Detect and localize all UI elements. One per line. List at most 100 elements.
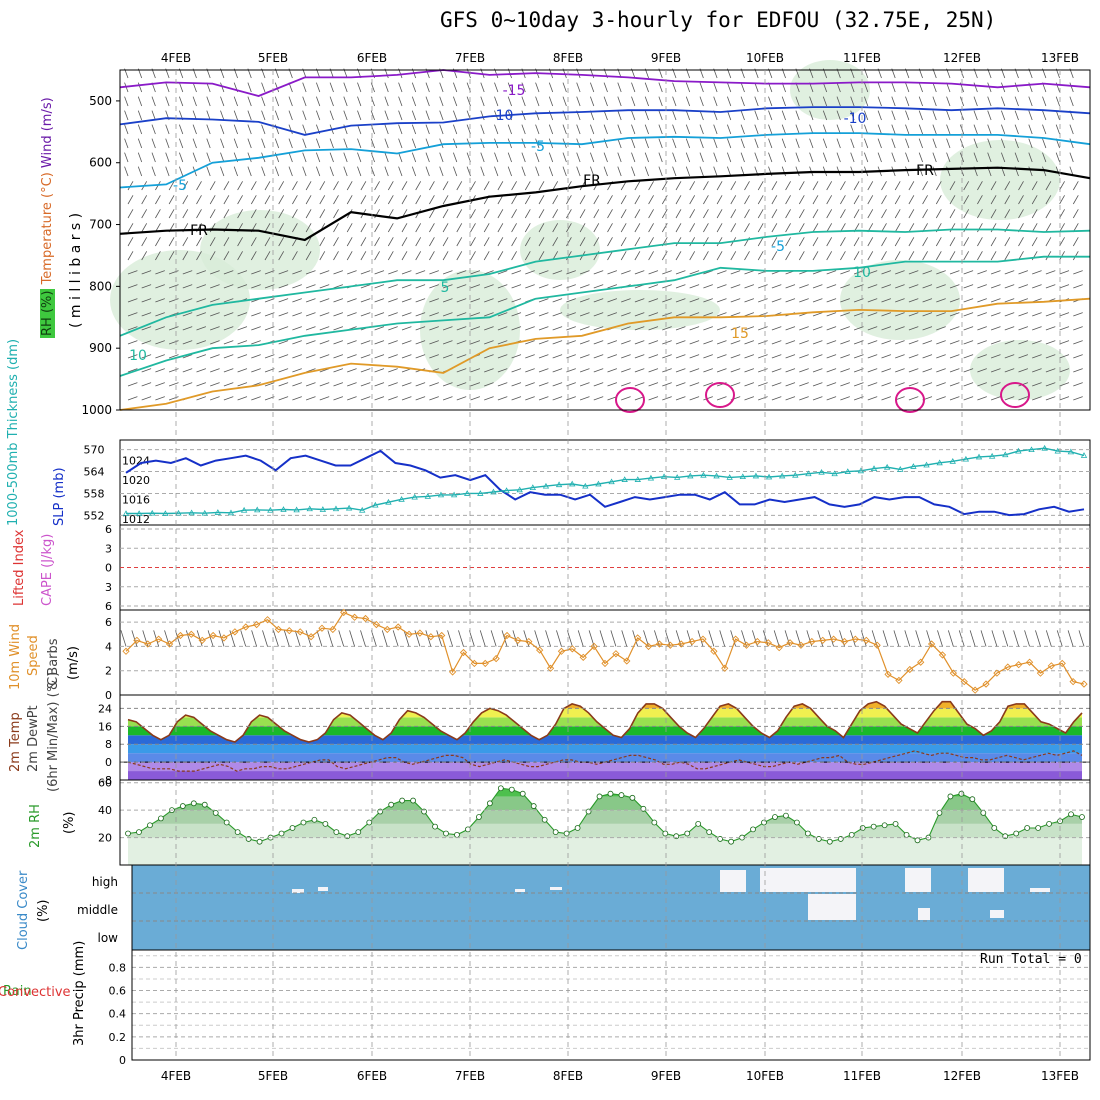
- wind-barb: [470, 223, 476, 233]
- wind-barb: [607, 382, 618, 387]
- wind-barb: [932, 124, 937, 135]
- wind-barb: [607, 251, 613, 261]
- wind-barb: [1045, 251, 1052, 261]
- wind-barb: [155, 251, 161, 261]
- wind-barb: [689, 340, 700, 345]
- wind-barb: [730, 223, 737, 233]
- precip-tick: 0.6: [109, 985, 127, 998]
- wind-barb: [511, 312, 522, 317]
- precip-tick: 0.8: [109, 961, 127, 974]
- wind-barb: [826, 223, 833, 233]
- wind-barb: [785, 209, 791, 219]
- wind-barb: [840, 270, 850, 275]
- wind-speed-point: [917, 658, 925, 666]
- wind-barb: [754, 96, 759, 107]
- wind-barb: [1059, 326, 1070, 331]
- wind-speed-point: [829, 635, 838, 643]
- wind-barb: [936, 354, 946, 359]
- wind-barb: [946, 110, 951, 121]
- wind-barb: [233, 96, 238, 107]
- wind-barb: [470, 326, 481, 331]
- wind-barb: [1004, 368, 1015, 373]
- wind-barb: [456, 181, 463, 191]
- wind-barb: [840, 251, 846, 261]
- wind-barb: [689, 396, 700, 401]
- wind-barb: [374, 195, 380, 205]
- wind-barb: [251, 630, 258, 647]
- wind-barb: [360, 340, 371, 345]
- wind-barb: [398, 166, 403, 177]
- wind-barb: [415, 237, 422, 247]
- wind-barb: [658, 152, 663, 163]
- wind-barb: [1059, 209, 1065, 219]
- wind-barb: [757, 223, 764, 233]
- wind-barb: [1018, 270, 1029, 275]
- wind-speed-point: [862, 636, 870, 644]
- rh-point: [333, 829, 340, 835]
- wind-barb: [716, 340, 727, 345]
- wind-speed-point: [906, 665, 914, 674]
- wind-barb: [963, 382, 974, 387]
- rh-shading: [970, 340, 1070, 400]
- millibars-label: ( m i l l i b a r s ): [68, 212, 84, 328]
- cloud-patch: [720, 870, 746, 892]
- rh-point: [410, 797, 417, 804]
- wind-barb: [864, 110, 869, 121]
- wind-barb: [538, 312, 549, 317]
- wind-barb: [895, 298, 905, 303]
- wind-barb: [261, 110, 266, 121]
- thickness-point: [700, 471, 707, 478]
- wind-barb: [809, 138, 814, 149]
- wind-barb: [274, 82, 280, 93]
- wind-barb: [607, 270, 618, 275]
- wind-barb: [168, 251, 175, 261]
- wind-barb: [713, 138, 718, 149]
- wind-barb: [932, 96, 937, 107]
- isotherm-20: [895, 387, 925, 413]
- wind-barb: [415, 298, 426, 303]
- wind-barb: [1045, 209, 1052, 219]
- contour-label: FR: [190, 223, 208, 239]
- wind-barb: [137, 124, 143, 135]
- wind-barb: [521, 152, 526, 163]
- slp-tick: 1012: [122, 513, 150, 526]
- wind-barb: [648, 237, 654, 247]
- panel-frame: [131, 949, 1091, 1061]
- wind-barb: [251, 284, 261, 289]
- slp-tick: 1024: [122, 455, 150, 468]
- wind-barb: [384, 82, 389, 93]
- wind-barb: [781, 166, 786, 177]
- wind-barb: [1004, 396, 1015, 401]
- wind-barb: [648, 223, 654, 233]
- wind-speed-point: [165, 640, 174, 648]
- wind-barb: [429, 251, 435, 261]
- wind-speed-point: [677, 640, 685, 648]
- wind-barb: [141, 382, 152, 387]
- wind-barb: [918, 138, 923, 149]
- wind-barb: [754, 152, 759, 163]
- wind-barb: [936, 368, 946, 373]
- wind-barb: [264, 382, 275, 387]
- wind-barb: [1028, 124, 1033, 135]
- wind-barb: [922, 251, 928, 261]
- wind-barb: [607, 354, 618, 359]
- wind-barb: [251, 270, 261, 275]
- rh-point: [1046, 820, 1053, 827]
- wind-barb: [936, 340, 946, 345]
- thickness-point: [280, 506, 287, 512]
- wind-barb: [672, 82, 677, 93]
- wind-barb: [576, 166, 581, 177]
- wind-barb: [905, 166, 910, 177]
- wind-barb: [538, 181, 545, 191]
- wind-barb: [867, 284, 878, 289]
- wind-barb: [120, 630, 127, 647]
- wind-barb: [785, 223, 791, 233]
- wind-barb: [151, 110, 156, 121]
- wind-speed-point: [361, 614, 370, 623]
- wind-barb: [661, 209, 668, 219]
- wind-barb: [374, 298, 385, 303]
- wind-barb: [251, 326, 261, 331]
- rh-point: [388, 801, 395, 808]
- wind-barb: [675, 270, 686, 275]
- wind-barb: [977, 354, 987, 359]
